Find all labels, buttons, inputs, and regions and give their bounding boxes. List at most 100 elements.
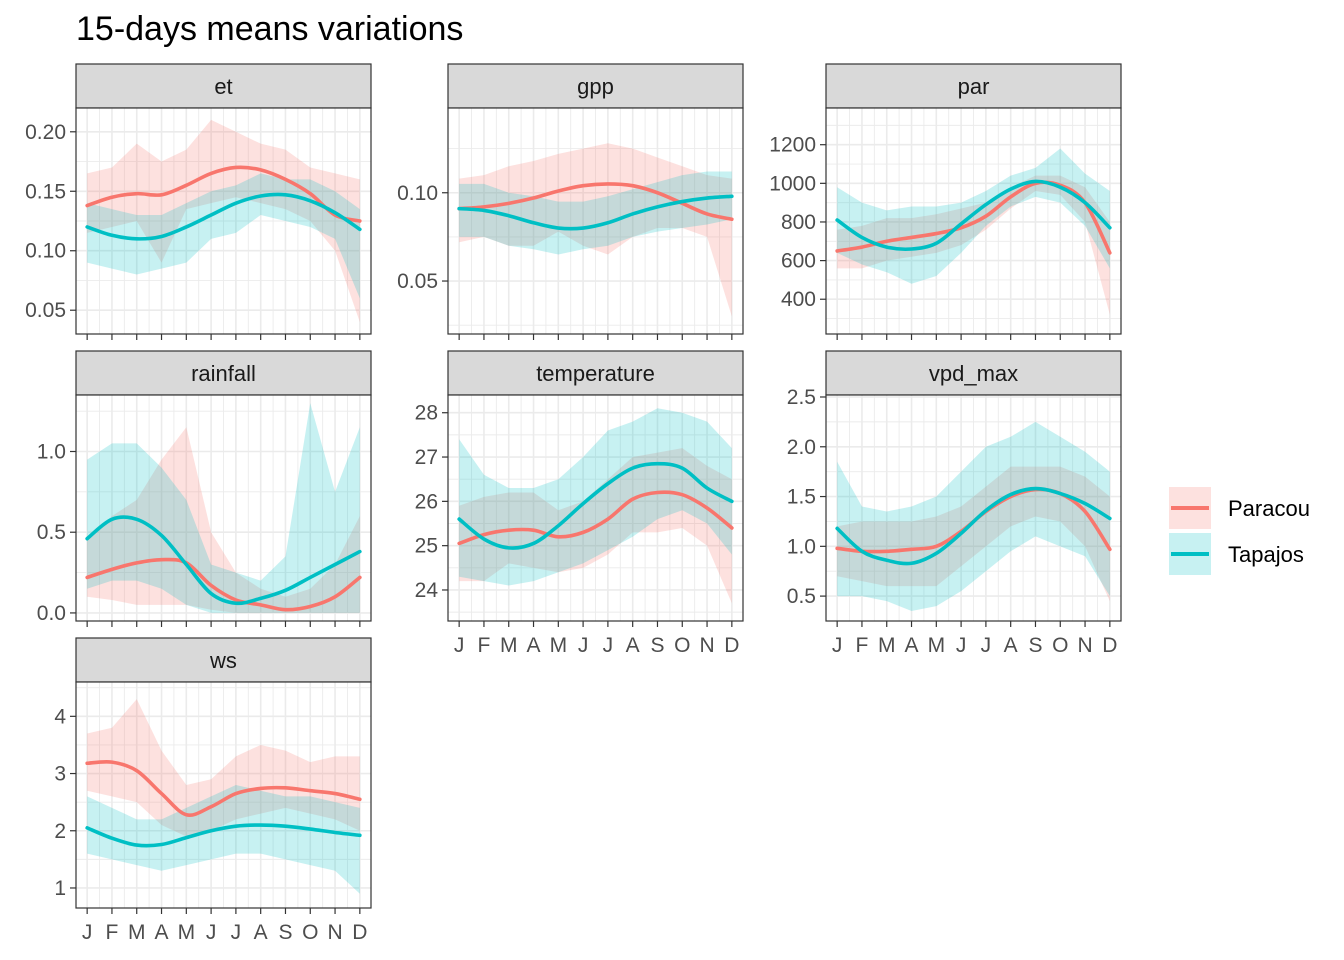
x-tick-label: S xyxy=(1028,634,1042,657)
facet-strip-et xyxy=(75,63,372,109)
x-tick-label: M xyxy=(178,921,196,944)
x-tick-label: J xyxy=(206,921,217,944)
line-paracou xyxy=(85,165,362,223)
y-tick-label: 0.5 xyxy=(37,521,66,544)
y-tick-label: 0.05 xyxy=(397,270,438,293)
panel-border xyxy=(825,394,1122,622)
panel-border xyxy=(447,107,744,335)
panel-border xyxy=(825,107,1122,335)
x-tick-label: A xyxy=(527,634,541,657)
line-tapajos xyxy=(457,461,734,550)
legend: Paracou Tapajos xyxy=(1169,487,1310,575)
panel-rainfall: rainfall 0.0 0.5 1.0 xyxy=(37,350,372,627)
x-tick-label: O xyxy=(674,634,690,657)
x-tick-label: A xyxy=(626,634,640,657)
chart-title: 15-days means variations xyxy=(76,10,463,48)
line-paracou xyxy=(457,182,734,222)
line-tapajos xyxy=(457,194,734,231)
line-paracou xyxy=(85,557,362,612)
facet-strip-ws xyxy=(75,637,372,683)
x-tick-label: N xyxy=(699,634,714,657)
y-tick-label: 0.15 xyxy=(25,180,66,203)
panel-marks xyxy=(835,148,1112,315)
x-tick-label: J xyxy=(578,634,589,657)
panel-border xyxy=(75,394,372,622)
y-tick-label: 4 xyxy=(54,705,66,728)
line-paracou xyxy=(835,180,1112,255)
x-axis-par xyxy=(836,334,1111,340)
x-axis-rainfall xyxy=(86,621,361,627)
facet-strip-gpp xyxy=(447,63,744,109)
x-tick-label: F xyxy=(478,634,491,657)
ribbon-paracou xyxy=(459,143,732,317)
facet-label-ws: ws xyxy=(209,648,237,673)
panel-grid xyxy=(826,395,1121,621)
line-tapajos xyxy=(835,179,1112,252)
ribbon-tapajos xyxy=(87,173,360,299)
y-tick-label: 27 xyxy=(415,446,438,469)
x-tick-label: D xyxy=(1102,634,1117,657)
x-axis-gpp xyxy=(458,334,733,340)
y-tick-label: 2.0 xyxy=(787,436,816,459)
x-tick-label: M xyxy=(878,634,896,657)
ribbon-paracou xyxy=(837,175,1110,315)
x-tick-label: J xyxy=(454,634,465,657)
panel-marks xyxy=(835,421,1112,612)
line-tapajos xyxy=(85,192,362,241)
y-tick-label: 1.5 xyxy=(787,486,816,509)
panel-border xyxy=(75,681,372,909)
x-tick-label: O xyxy=(1052,634,1068,657)
y-tick-label: 400 xyxy=(781,288,816,311)
y-tick-label: 0.10 xyxy=(397,182,438,205)
panel-marks xyxy=(457,143,734,317)
facet-label-temperature: temperature xyxy=(536,361,655,386)
x-tick-label: A xyxy=(254,921,268,944)
x-tick-label: A xyxy=(1004,634,1018,657)
panel-grid xyxy=(76,108,371,334)
panel-gpp: gpp 0.05 0.10 xyxy=(397,63,744,340)
legend-item-tapajos: Tapajos xyxy=(1169,533,1304,575)
y-tick-label: 0.20 xyxy=(25,121,66,144)
y-tick-label: 0.0 xyxy=(37,602,66,625)
legend-label: Paracou xyxy=(1228,496,1310,521)
y-tick-label: 0.05 xyxy=(25,299,66,322)
facet-label-rainfall: rainfall xyxy=(191,361,256,386)
ribbon-paracou xyxy=(87,119,360,323)
facet-strip-temperature xyxy=(447,350,744,396)
y-tick-label: 600 xyxy=(781,250,816,273)
y-axis-et: 0.05 0.10 0.15 0.20 xyxy=(25,121,76,322)
facet-panels: et 0.05 0.10 0.15 0.20 gpp 0.05 0.10 par 400 600 80… xyxy=(25,63,1122,944)
y-tick-label: 1 xyxy=(54,877,66,900)
y-axis-temperature: 24 25 26 27 28 xyxy=(415,402,448,602)
y-tick-label: 1.0 xyxy=(787,535,816,558)
y-axis-vpd_max: 0.5 1.0 1.5 2.0 2.5 xyxy=(787,386,826,608)
panel-par: par 400 600 800 1000 1200 xyxy=(769,63,1122,340)
x-tick-label: J xyxy=(82,921,93,944)
x-tick-label: M xyxy=(550,634,568,657)
panel-grid xyxy=(448,108,743,334)
y-axis-gpp: 0.05 0.10 xyxy=(397,182,448,293)
y-axis-ws: 1 2 3 4 xyxy=(54,705,76,900)
y-tick-label: 3 xyxy=(54,763,66,786)
x-tick-label: N xyxy=(1077,634,1092,657)
panel-et: et 0.05 0.10 0.15 0.20 xyxy=(25,63,372,340)
ribbon-paracou xyxy=(837,466,1110,602)
panel-marks xyxy=(457,408,734,604)
x-tick-label: A xyxy=(905,634,919,657)
panel-marks xyxy=(85,699,362,894)
panel-border xyxy=(75,107,372,335)
x-tick-label: J xyxy=(231,921,242,944)
x-tick-label: J xyxy=(981,634,992,657)
x-tick-label: M xyxy=(500,634,518,657)
line-tapajos xyxy=(85,515,362,606)
x-tick-label: D xyxy=(352,921,367,944)
x-tick-label: J xyxy=(603,634,614,657)
legend-item-paracou: Paracou xyxy=(1169,487,1310,529)
x-tick-label: J xyxy=(832,634,843,657)
